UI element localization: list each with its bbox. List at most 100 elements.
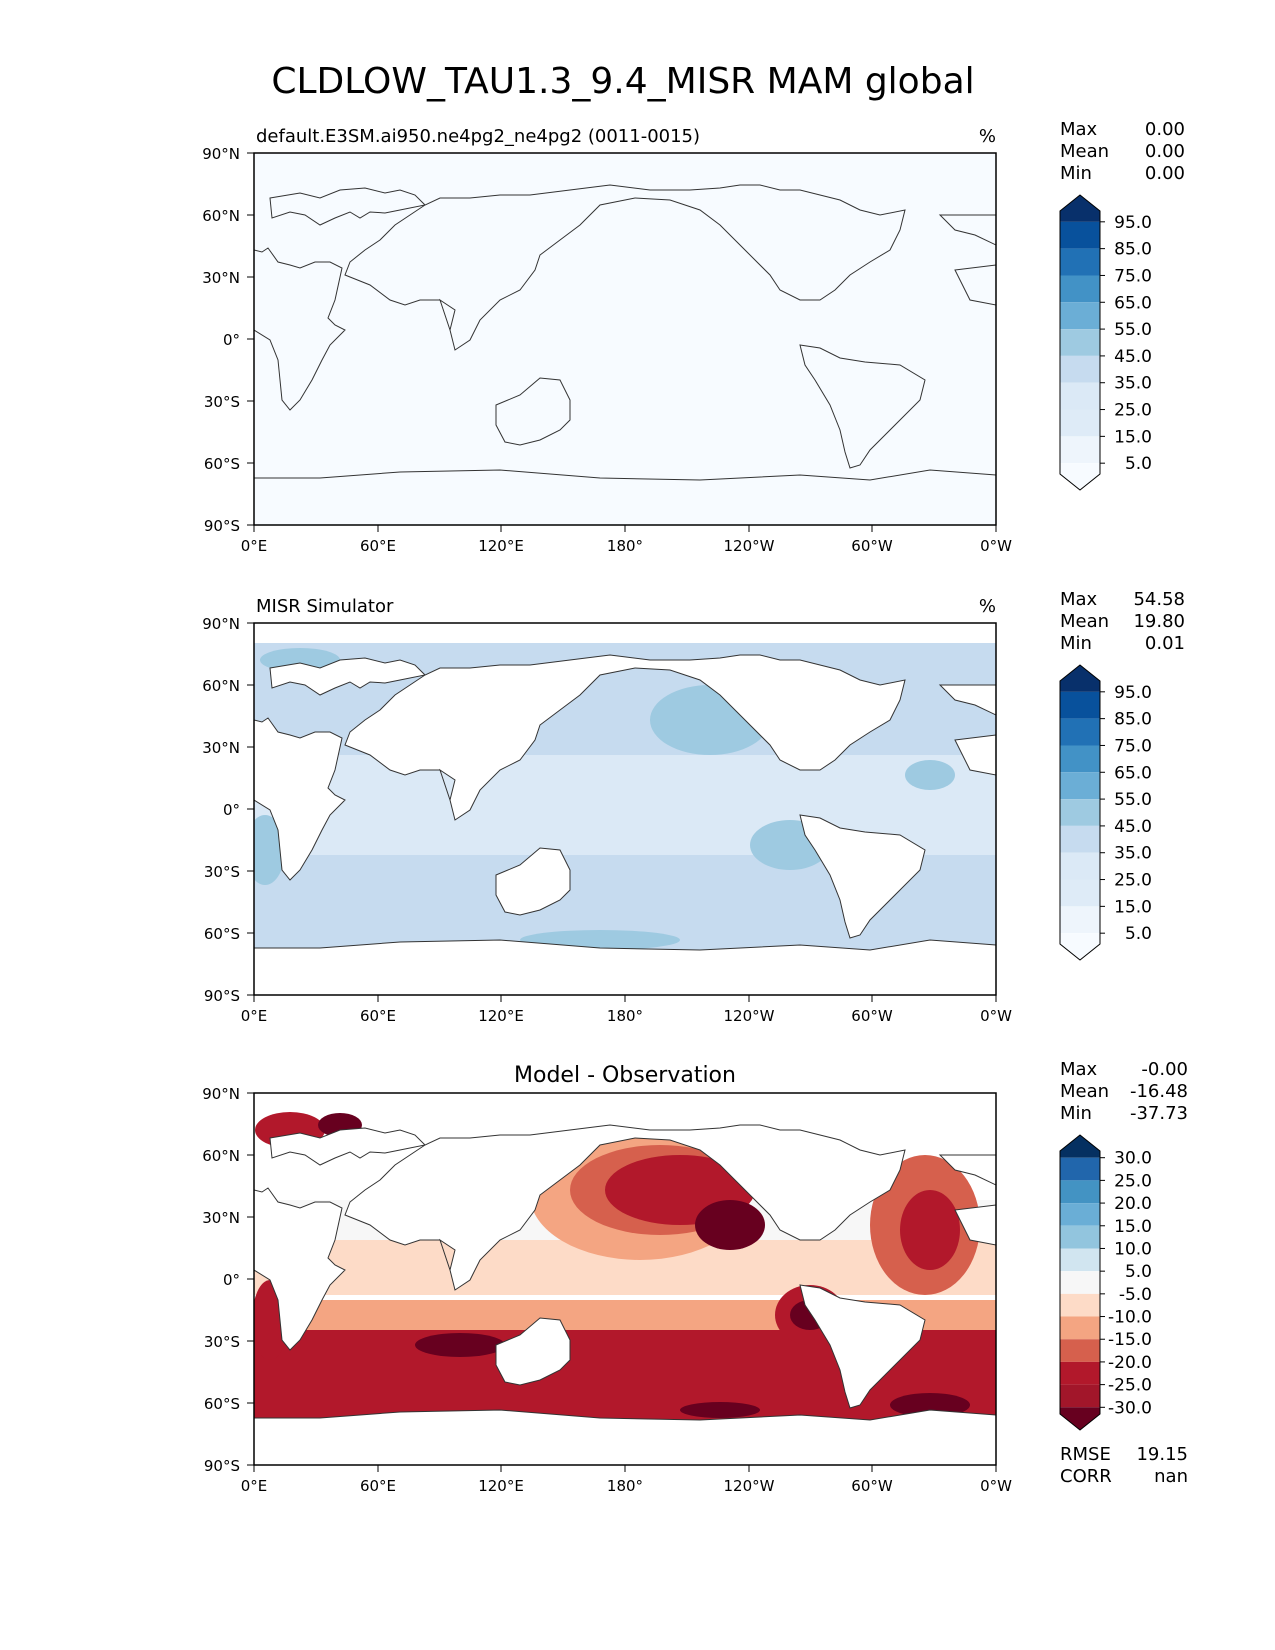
stats-block: Max -0.00 Mean -16.48 Min -37.73 RMSE 19… bbox=[1060, 1059, 1188, 1487]
colorbar-segment bbox=[1060, 463, 1100, 490]
lon-tick-label: 60°W bbox=[851, 1007, 893, 1025]
stat-max-label: Max bbox=[1060, 1059, 1098, 1080]
colorbar-tick-label: -20.0 bbox=[1108, 1353, 1152, 1373]
colorbar-outline bbox=[1059, 194, 1101, 491]
colorbar-tick-label: 20.0 bbox=[1114, 1194, 1152, 1214]
stat-mean-label: Mean bbox=[1060, 611, 1109, 632]
colorbar-segment bbox=[1060, 772, 1100, 800]
colorbar-segment bbox=[1060, 852, 1100, 880]
field-patch bbox=[415, 1333, 505, 1357]
lat-tick-label: 30°S bbox=[204, 393, 240, 411]
colorbar-tick-label: 55.0 bbox=[1114, 320, 1152, 340]
colorbar-tick-label: 35.0 bbox=[1114, 844, 1152, 864]
colorbar-segment bbox=[1060, 329, 1100, 356]
colorbar-segment bbox=[1060, 195, 1100, 222]
stat-mean-label: Mean bbox=[1060, 141, 1109, 162]
colorbar-tick-label: 95.0 bbox=[1114, 213, 1152, 233]
colorbar-segment bbox=[1060, 248, 1100, 276]
lat-tick-label: 90°S bbox=[204, 517, 240, 535]
stat-min-value: 0.01 bbox=[1145, 633, 1185, 654]
lon-tick-label: 120°E bbox=[478, 1477, 524, 1495]
colorbar-segment bbox=[1060, 691, 1100, 719]
colorbar-segment bbox=[1060, 1203, 1100, 1226]
field-patch bbox=[905, 760, 955, 790]
field-patch bbox=[254, 815, 285, 885]
lat-tick-label: 30°N bbox=[202, 739, 240, 757]
lon-tick-label: 60°W bbox=[851, 1477, 893, 1495]
colorbar-tick-label: 15.0 bbox=[1114, 897, 1152, 917]
colorbar-tick-label: 30.0 bbox=[1114, 1149, 1152, 1169]
colorbar-segment bbox=[1060, 355, 1100, 383]
map-field bbox=[254, 153, 996, 525]
lat-tick-label: 90°N bbox=[202, 615, 240, 633]
stat-corr-value: nan bbox=[1154, 1466, 1188, 1487]
colorbar-segment bbox=[1060, 906, 1100, 934]
lon-tick-label: 0°E bbox=[241, 1007, 268, 1025]
lon-tick-label: 120°W bbox=[724, 1007, 775, 1025]
colorbar-segment bbox=[1060, 933, 1100, 960]
figure-title: CLDLOW_TAU1.3_9.4_MISR MAM global bbox=[271, 61, 974, 102]
lat-axis: 90°N 60°N 30°N 0° 30°S 60°S 90°S bbox=[202, 145, 254, 535]
colorbar-tick-label: 55.0 bbox=[1114, 790, 1152, 810]
stat-max-label: Max bbox=[1060, 589, 1098, 610]
lon-tick-label: 180° bbox=[607, 537, 643, 555]
lat-tick-label: 0° bbox=[223, 801, 240, 819]
lat-tick-label: 0° bbox=[223, 1271, 240, 1289]
panel-obs: MISR Simulator % 90°N 60°N 30°N 0° 30°S … bbox=[202, 589, 1185, 1025]
lat-tick-label: 90°S bbox=[204, 987, 240, 1005]
lon-tick-label: 0°E bbox=[241, 1477, 268, 1495]
colorbar-segment bbox=[1060, 1180, 1100, 1204]
colorbar-segment bbox=[1060, 825, 1100, 853]
colorbar: 95.0 85.0 75.0 65.0 55.0 45.0 35.0 25.0 15.0 5.0 bbox=[1059, 194, 1152, 491]
field-patch bbox=[680, 1402, 760, 1418]
stat-rmse-value: 19.15 bbox=[1136, 1444, 1188, 1465]
lat-axis: 90°N 60°N 30°N 0° 30°S 60°S 90°S bbox=[202, 615, 254, 1005]
colorbar-segment bbox=[1060, 436, 1100, 464]
lat-tick-label: 60°S bbox=[204, 1395, 240, 1413]
panel-diff: Model - Observation bbox=[202, 1059, 1188, 1495]
colorbar-tick-label: 45.0 bbox=[1114, 347, 1152, 367]
colorbar-tick-label: -30.0 bbox=[1108, 1398, 1152, 1418]
lon-tick-label: 60°E bbox=[360, 537, 396, 555]
colorbar-segment bbox=[1060, 1316, 1100, 1340]
lon-tick-label: 0°E bbox=[241, 537, 268, 555]
colorbar-tick-label: 10.0 bbox=[1114, 1239, 1152, 1259]
lat-tick-label: 60°S bbox=[204, 455, 240, 473]
stat-min-label: Min bbox=[1060, 163, 1092, 184]
stat-min-value: 0.00 bbox=[1145, 163, 1185, 184]
colorbar-segment bbox=[1060, 718, 1100, 746]
colorbar-tick-label: 65.0 bbox=[1114, 293, 1152, 313]
panel-left-title: default.E3SM.ai950.ne4pg2_ne4pg2 (0011-0… bbox=[256, 126, 700, 147]
lon-axis: 0°E 60°E 120°E 180° 120°W 60°W 0°W bbox=[241, 995, 1012, 1025]
lat-tick-label: 30°S bbox=[204, 863, 240, 881]
lon-tick-label: 120°W bbox=[724, 537, 775, 555]
colorbar: 30.025.0 20.0 15.010.0 5.0 -5.0 -10.0-15.0 -20… bbox=[1059, 1134, 1152, 1431]
stat-rmse-label: RMSE bbox=[1060, 1444, 1111, 1465]
panel-units: % bbox=[979, 126, 996, 147]
colorbar-tick-label: 75.0 bbox=[1114, 266, 1152, 286]
lon-tick-label: 60°W bbox=[851, 537, 893, 555]
panel-units: % bbox=[979, 596, 996, 617]
field-patch bbox=[900, 1190, 960, 1270]
stat-corr-label: CORR bbox=[1060, 1466, 1112, 1487]
panel-left-title: MISR Simulator bbox=[256, 596, 394, 617]
colorbar-segment bbox=[1060, 1271, 1100, 1294]
lon-tick-label: 0°W bbox=[980, 537, 1012, 555]
colorbar-tick-label: -5.0 bbox=[1119, 1285, 1152, 1305]
lon-tick-label: 120°E bbox=[478, 1007, 524, 1025]
lat-tick-label: 60°N bbox=[202, 1147, 240, 1165]
lat-tick-label: 0° bbox=[223, 331, 240, 349]
colorbar-segment bbox=[1060, 1248, 1100, 1272]
colorbar-segment bbox=[1060, 1225, 1100, 1249]
lon-tick-label: 180° bbox=[607, 1477, 643, 1495]
lon-tick-label: 120°E bbox=[478, 537, 524, 555]
field-patch bbox=[695, 1200, 765, 1250]
stat-max-label: Max bbox=[1060, 119, 1098, 140]
lat-tick-label: 30°S bbox=[204, 1333, 240, 1351]
lat-tick-label: 30°N bbox=[202, 1209, 240, 1227]
colorbar-outline bbox=[1059, 1134, 1101, 1431]
lon-tick-label: 180° bbox=[607, 1007, 643, 1025]
colorbar-segment bbox=[1060, 1293, 1100, 1317]
colorbar-outline bbox=[1059, 664, 1101, 961]
